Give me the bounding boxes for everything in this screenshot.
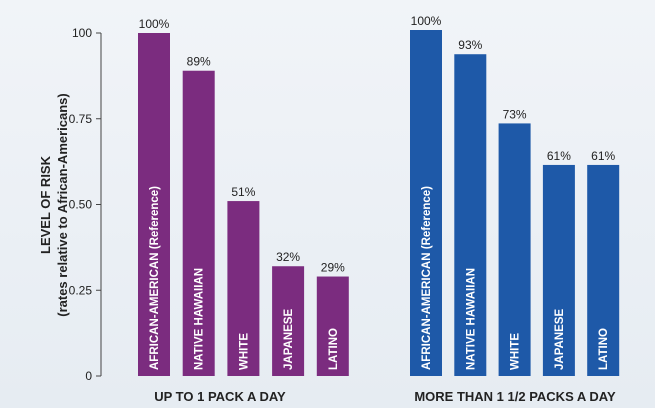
value-label: 51% <box>231 185 255 199</box>
category-label: LATINO <box>598 328 610 370</box>
y-tick-label: 0.25 <box>69 283 93 297</box>
bar <box>542 164 575 376</box>
y-tick-label: 0.75 <box>69 112 93 126</box>
value-label: 100% <box>411 14 442 28</box>
y-tick-label: 0.50 <box>69 198 93 212</box>
bar <box>498 123 531 376</box>
y-tick-label: 0 <box>85 369 92 383</box>
y-axis-label: LEVEL OF RISK <box>38 155 53 254</box>
bar <box>316 276 349 376</box>
bar <box>272 266 305 376</box>
value-label: 61% <box>591 149 615 163</box>
category-label: WHITE <box>238 333 250 370</box>
category-label: NATIVE HAWAIIAN <box>194 268 206 370</box>
chart-title: MORE THAN 1 1/2 PACKS A DAY <box>414 389 616 404</box>
value-label: 61% <box>547 149 571 163</box>
value-label: 32% <box>276 250 300 264</box>
bar <box>138 33 170 376</box>
category-label: AFRICAN-AMERICAN (Reference) <box>149 186 161 370</box>
category-label: LATINO <box>328 328 340 370</box>
bar <box>182 70 215 376</box>
chart-title: UP TO 1 PACK A DAY <box>154 389 286 404</box>
y-axis-sublabel: (rates relative to African-Americans) <box>55 93 70 317</box>
category-label: AFRICAN-AMERICAN (Reference) <box>421 186 433 370</box>
bar <box>227 201 260 376</box>
y-tick-label: 100 <box>72 26 92 40</box>
category-label: NATIVE HAWAIIAN <box>465 268 477 370</box>
value-label: 29% <box>321 261 345 275</box>
bar <box>587 164 620 376</box>
bar <box>410 30 442 376</box>
value-label: 89% <box>187 55 211 69</box>
category-label: JAPANESE <box>283 309 295 370</box>
value-label: 100% <box>139 17 170 31</box>
category-label: WHITE <box>510 333 522 370</box>
category-label: JAPANESE <box>554 309 566 370</box>
value-label: 73% <box>503 107 527 121</box>
bar <box>454 54 487 376</box>
value-label: 93% <box>458 38 482 52</box>
